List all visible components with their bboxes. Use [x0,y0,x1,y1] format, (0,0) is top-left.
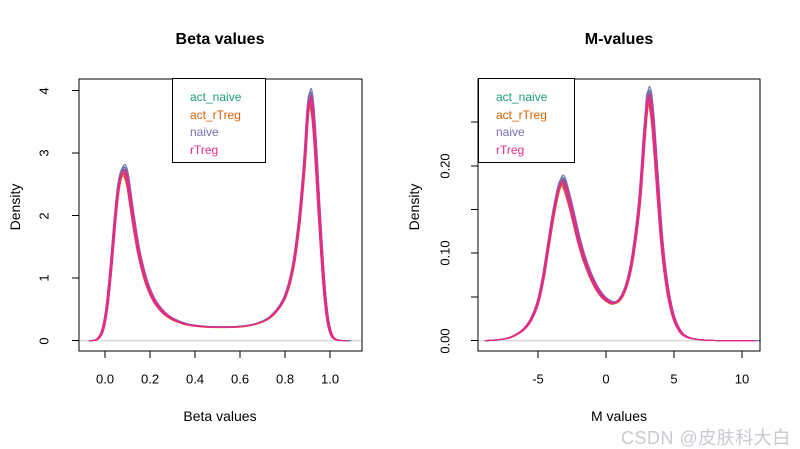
legend-label-naive: naive [190,125,219,139]
x-tick-label: -5 [532,371,544,387]
left-plot-title: Beta values [175,31,265,48]
csdn-watermark: CSDN @皮肤科大白 [621,428,791,448]
y-tick-label: 4 [36,86,52,95]
y-tick-label: 0.00 [437,328,453,354]
y-tick-label: 1 [36,274,52,282]
right-plot-title: M-values [584,31,654,48]
left-yaxis-label: Density [7,183,23,231]
legend-label-naive: naive [496,125,525,139]
y-tick-label: 2 [36,212,52,220]
x-tick-label: 10 [734,371,750,387]
plot-box [477,78,761,352]
legend-label-rTreg: rTreg [496,142,525,157]
x-tick-label: 0.6 [231,371,250,387]
x-tick-label: 0.4 [186,371,205,387]
x-tick-label: 0.2 [141,371,160,387]
x-tick-label: 0.0 [96,371,115,387]
y-tick-label: 3 [36,149,52,157]
legend-label-act_rTreg: act_rTreg [496,107,547,122]
legend-label-rTreg: rTreg [190,142,219,157]
x-tick-label: 1.0 [321,371,340,387]
right-xaxis-label: M values [590,408,648,424]
x-tick-label: 0 [602,371,610,387]
density-curve-rTreg [486,93,749,342]
y-tick-label: 0.20 [437,153,453,179]
x-tick-label: 0.8 [276,371,295,387]
y-tick-label: 0.10 [437,240,453,266]
density-curve-rTreg [90,95,347,342]
left-xaxis-label: Beta values [183,408,257,424]
legend-label-act_naive: act_naive [496,90,548,104]
right-yaxis-label: Density [406,183,422,231]
legend-label-act_rTreg: act_rTreg [190,107,241,122]
y-tick-label: 0 [36,337,52,345]
legend-label-act_naive: act_naive [190,90,242,104]
x-tick-label: 5 [670,371,678,387]
